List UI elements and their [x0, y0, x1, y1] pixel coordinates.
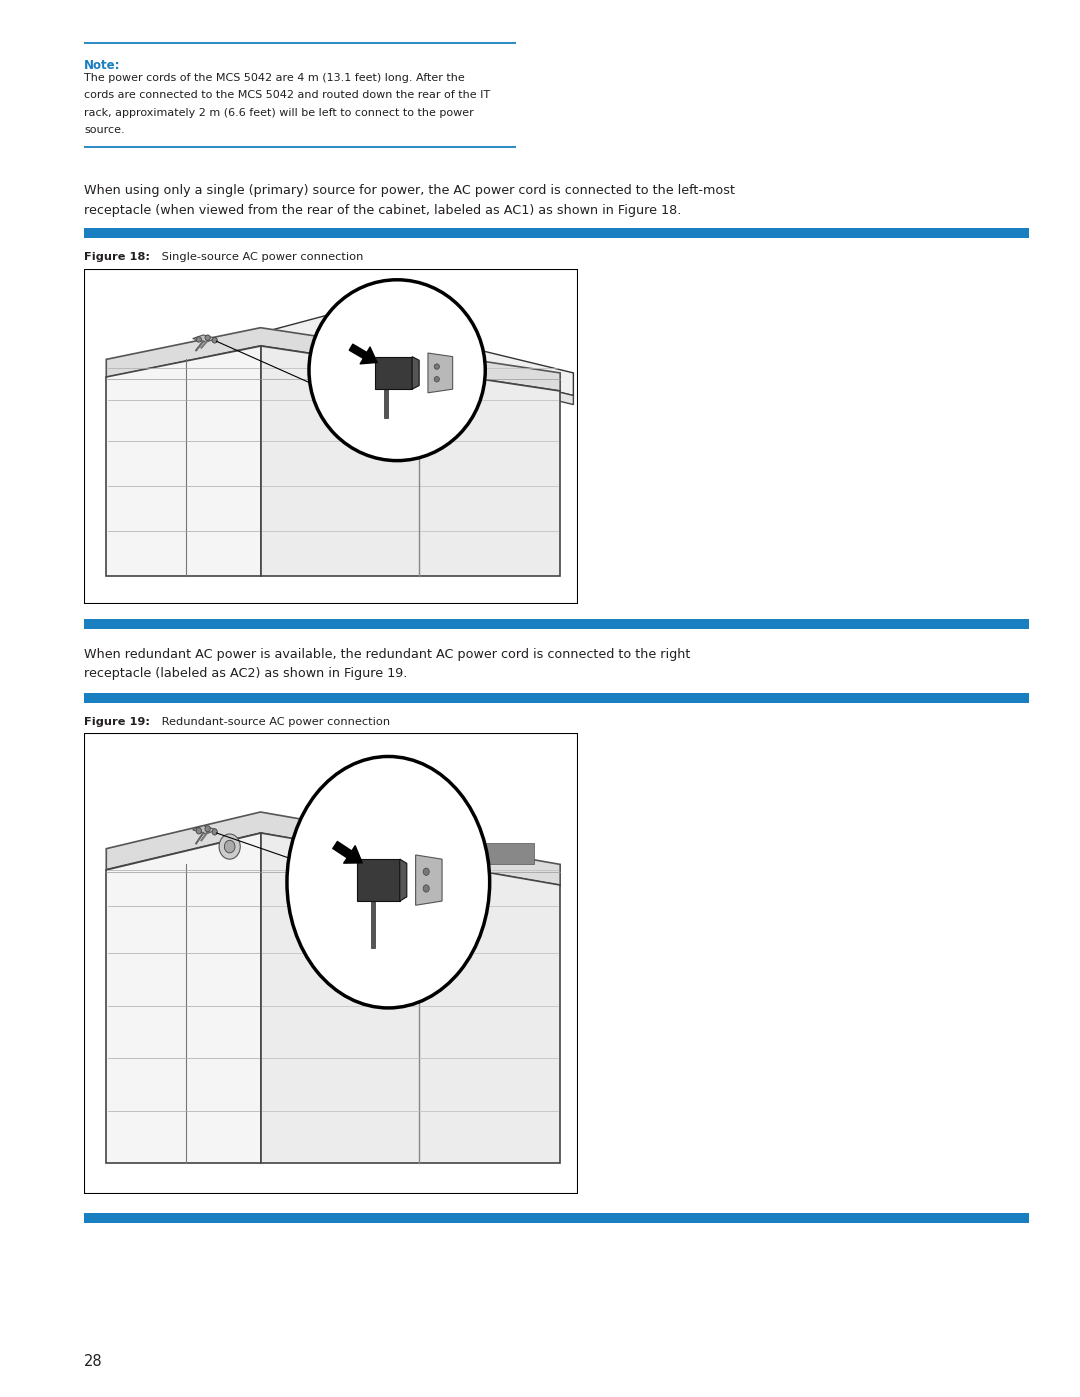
- Circle shape: [219, 834, 240, 859]
- Polygon shape: [192, 335, 216, 342]
- Circle shape: [423, 868, 429, 876]
- Text: receptacle (labeled as AC2) as shown in Figure 19.: receptacle (labeled as AC2) as shown in …: [84, 668, 407, 680]
- Text: rack, approximately 2 m (6.6 feet) will be left to connect to the power: rack, approximately 2 m (6.6 feet) will …: [84, 108, 474, 117]
- Circle shape: [309, 279, 485, 461]
- Text: Single-source AC power connection: Single-source AC power connection: [158, 251, 363, 263]
- Polygon shape: [192, 826, 216, 834]
- Text: When using only a single (primary) source for power, the AC power cord is connec: When using only a single (primary) sourc…: [84, 184, 735, 197]
- Polygon shape: [413, 356, 419, 390]
- Circle shape: [197, 828, 202, 834]
- Polygon shape: [260, 833, 561, 1162]
- Text: Figure 18:: Figure 18:: [84, 251, 150, 263]
- Circle shape: [205, 335, 211, 341]
- Text: Note:: Note:: [84, 59, 121, 71]
- Text: The power cords of the MCS 5042 are 4 m (13.1 feet) long. After the: The power cords of the MCS 5042 are 4 m …: [84, 73, 465, 82]
- Circle shape: [423, 884, 429, 893]
- Circle shape: [205, 826, 211, 833]
- Polygon shape: [260, 346, 561, 577]
- Text: source.: source.: [84, 126, 125, 136]
- Polygon shape: [106, 812, 561, 886]
- Polygon shape: [106, 346, 260, 577]
- Text: receptacle (when viewed from the rear of the cabinet, labeled as AC1) as shown i: receptacle (when viewed from the rear of…: [84, 204, 681, 217]
- Circle shape: [212, 338, 217, 344]
- Bar: [84, 228, 1029, 237]
- Polygon shape: [357, 859, 400, 901]
- Polygon shape: [375, 356, 413, 390]
- Circle shape: [197, 337, 202, 342]
- Polygon shape: [110, 314, 573, 395]
- Bar: [84, 1213, 1029, 1224]
- Bar: [84, 619, 1029, 630]
- Bar: [481, 844, 534, 865]
- Polygon shape: [400, 859, 407, 901]
- Text: Redundant-source AC power connection: Redundant-source AC power connection: [158, 717, 390, 726]
- Circle shape: [434, 377, 440, 381]
- Polygon shape: [110, 337, 573, 405]
- Text: 28: 28: [84, 1354, 103, 1369]
- FancyArrowPatch shape: [333, 841, 362, 863]
- Text: cords are connected to the MCS 5042 and routed down the rear of the IT: cords are connected to the MCS 5042 and …: [84, 91, 490, 101]
- Polygon shape: [106, 833, 260, 1162]
- FancyArrowPatch shape: [349, 344, 377, 363]
- Circle shape: [434, 363, 440, 369]
- Polygon shape: [416, 855, 442, 905]
- Polygon shape: [383, 390, 389, 418]
- Ellipse shape: [287, 757, 489, 1009]
- Circle shape: [225, 841, 235, 854]
- Text: Figure 19:: Figure 19:: [84, 717, 150, 726]
- Polygon shape: [106, 328, 561, 391]
- Circle shape: [212, 828, 217, 835]
- Polygon shape: [428, 353, 453, 393]
- Text: When redundant AC power is available, the redundant AC power cord is connected t: When redundant AC power is available, th…: [84, 648, 690, 661]
- Polygon shape: [370, 901, 375, 949]
- Bar: [84, 693, 1029, 703]
